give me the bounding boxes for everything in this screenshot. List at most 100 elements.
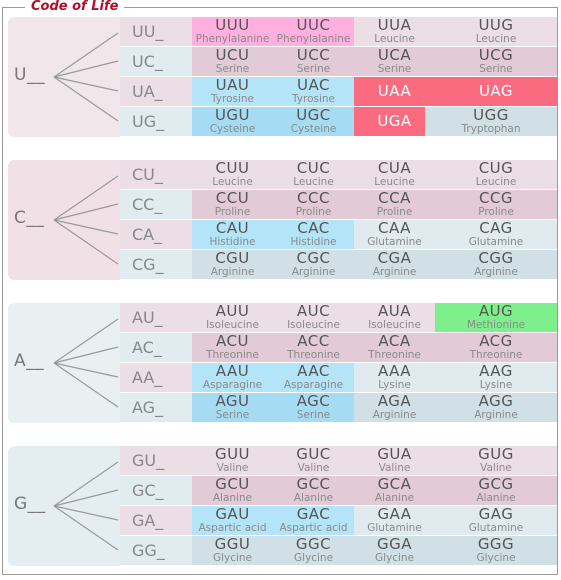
first-base-box: U__ <box>8 17 120 137</box>
codon-cell: ACU Threonine <box>192 333 273 362</box>
amino-acid-text: Arginine <box>474 266 518 278</box>
amino-acid-text: Glycine <box>476 552 516 564</box>
codon-cell: CCC Proline <box>273 190 354 219</box>
codon-cell: GUU Valine <box>192 446 273 475</box>
second-base-label-box: AC_ <box>120 333 192 362</box>
codon-cell: AGU Serine <box>192 393 273 422</box>
codon-cell: UAC Tyrosine <box>273 77 354 106</box>
codon-row: AU_ AUU Isoleucine AUC Isoleucine AUA Isoleuci… <box>120 303 557 333</box>
codon-cell: GAC Aspartic acid <box>273 506 354 535</box>
codon-cell: CGC Arginine <box>273 250 354 279</box>
second-base-label: GU_ <box>132 451 165 470</box>
codon-text: GAA <box>377 505 412 523</box>
codon-text: CUU <box>215 159 250 177</box>
codon-text: GCC <box>296 475 331 493</box>
branch-line <box>53 175 119 221</box>
codon-text: GUG <box>478 445 514 463</box>
first-base-box: A__ <box>8 303 120 423</box>
codon-text: AAU <box>215 362 250 380</box>
first-base-label: C__ <box>14 208 45 228</box>
amino-acid-text: Serine <box>215 63 250 75</box>
codon-cell: CGU Arginine <box>192 250 273 279</box>
codon-cell: UUU Phenylalanine <box>192 17 273 46</box>
codon-text: AUC <box>296 302 331 320</box>
codon-text: AAG <box>479 362 513 380</box>
codon-cell: CGG Arginine <box>435 250 557 279</box>
codon-cell: UAA <box>354 77 435 106</box>
amino-acid-text: Glutamine <box>468 522 524 534</box>
codon-cell: AAC Asparagine <box>273 363 354 392</box>
codon-group-u: U__ UU_ UUU Phenylalanine UUC Phenylalanine UU… <box>8 17 557 137</box>
codon-row: CA_ CAU Histidine CAC Histidine CAA Glutamine C… <box>120 220 557 250</box>
codon-text: CAA <box>378 219 411 237</box>
amino-acid-text: Alanine <box>212 492 253 504</box>
amino-acid-text: Alanine <box>293 492 334 504</box>
amino-acid-text: Threonine <box>287 349 340 361</box>
codon-cell: AGG Arginine <box>435 393 557 422</box>
first-base-box: C__ <box>8 160 120 280</box>
codon-cell: CUG Leucine <box>435 160 557 189</box>
second-base-label-box: GU_ <box>120 446 192 475</box>
amino-acid-text: Histidine <box>209 236 256 248</box>
amino-acid-text: Phenylalanine <box>195 33 270 45</box>
amino-acid-text: Glycine <box>212 552 253 564</box>
amino-acid-text: Histidine <box>290 236 337 248</box>
second-base-label-box: GC_ <box>120 476 192 505</box>
codon-cell: CCA Proline <box>354 190 435 219</box>
codon-text: AAA <box>377 362 412 380</box>
second-base-label-box: UA_ <box>120 77 192 106</box>
amino-acid-text: Serine <box>215 409 250 421</box>
codon-row: AG_ AGU Serine AGC Serine AGA Arginine AGG Argin… <box>120 393 557 423</box>
second-base-label: AA_ <box>132 368 163 387</box>
frame-left <box>2 7 3 575</box>
codon-text: CAC <box>297 219 330 237</box>
codon-cell: GGC Glycine <box>273 536 354 565</box>
branch-line <box>53 60 119 78</box>
amino-acid-text: Leucine <box>475 176 517 188</box>
codon-text: UAA <box>377 82 412 100</box>
codon-cell: GCG Alanine <box>435 476 557 505</box>
codon-cell: ACG Threonine <box>435 333 557 362</box>
codon-cell: AUG Methionine <box>435 303 557 332</box>
branch-line <box>53 203 119 221</box>
codon-cell: UCU Serine <box>192 47 273 76</box>
codon-row: AA_ AAU Asparagine AAC Asparagine AAA Lysine AA… <box>120 363 557 393</box>
amino-acid-text: Cysteine <box>290 123 337 135</box>
branch-line <box>53 461 119 507</box>
codon-row: UC_ UCU Serine UCC Serine UCA Serine UCG Serine <box>120 47 557 77</box>
codon-cell: CAC Histidine <box>273 220 354 249</box>
second-base-label-box: UC_ <box>120 47 192 76</box>
branch-line <box>53 76 119 122</box>
codon-cell: AUA Isoleucine <box>354 303 435 332</box>
amino-acid-text: Valine <box>480 462 512 474</box>
amino-acid-text: Glycine <box>293 552 334 564</box>
amino-acid-text: Lysine <box>479 379 513 391</box>
codon-text: AGU <box>215 392 250 410</box>
amino-acid-text: Leucine <box>475 33 517 45</box>
amino-acid-text: Alanine <box>374 492 415 504</box>
codon-cell: CUA Leucine <box>354 160 435 189</box>
branch-line <box>53 362 119 408</box>
branch-lines <box>53 175 119 265</box>
amino-acid-text: Leucine <box>374 176 415 188</box>
branch-lines <box>53 318 119 408</box>
codon-text: GUU <box>214 445 251 463</box>
amino-acid-text: Leucine <box>212 176 253 188</box>
amino-acid-text: Glutamine <box>367 522 422 534</box>
first-base-box: G__ <box>8 446 120 566</box>
codon-text: CCA <box>378 189 411 207</box>
amino-acid-text: Lysine <box>378 379 411 391</box>
amino-acid-text: Alanine <box>476 492 516 504</box>
codon-text: UUA <box>377 16 412 34</box>
codon-text: ACA <box>378 332 411 350</box>
codon-text: GCG <box>478 475 514 493</box>
branch-line <box>53 219 119 265</box>
codon-row: GU_ GUU Valine GUC Valine GUA Valine GUG Valine <box>120 446 557 476</box>
codon-cell: AAU Asparagine <box>192 363 273 392</box>
codon-cell: GGU Glycine <box>192 536 273 565</box>
amino-acid-text: Arginine <box>474 409 518 421</box>
codon-text: GGA <box>376 535 412 553</box>
codon-text: GGU <box>214 535 251 553</box>
codon-cell: CUC Leucine <box>273 160 354 189</box>
codon-group-g: G__ GU_ GUU Valine GUC Valine GUA Valine GUG Vali… <box>8 446 557 566</box>
